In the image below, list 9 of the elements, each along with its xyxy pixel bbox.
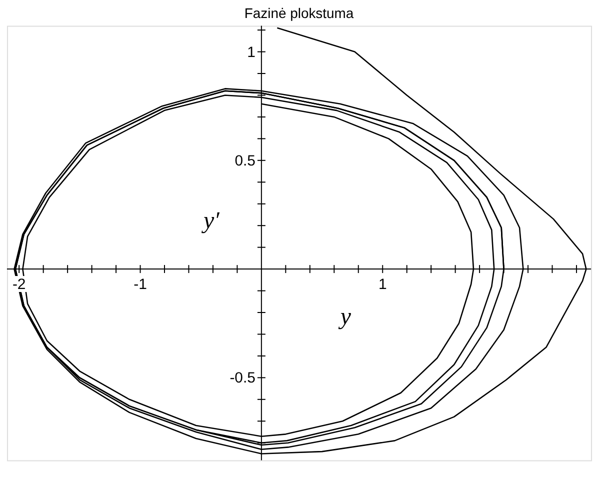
y-tick-label: 0.5 — [234, 152, 256, 170]
x-tick-label: -1 — [134, 276, 147, 293]
y-axis-title: y′ — [201, 208, 220, 234]
x-axis-title: y — [338, 304, 352, 330]
x-tick-label: -2 — [12, 276, 26, 293]
chart-title: Fazinė plokstuma — [244, 5, 354, 22]
x-tick-label: 1 — [378, 276, 387, 293]
y-tick-label: -0.5 — [230, 370, 256, 387]
y-tick-label: 1 — [247, 44, 256, 61]
